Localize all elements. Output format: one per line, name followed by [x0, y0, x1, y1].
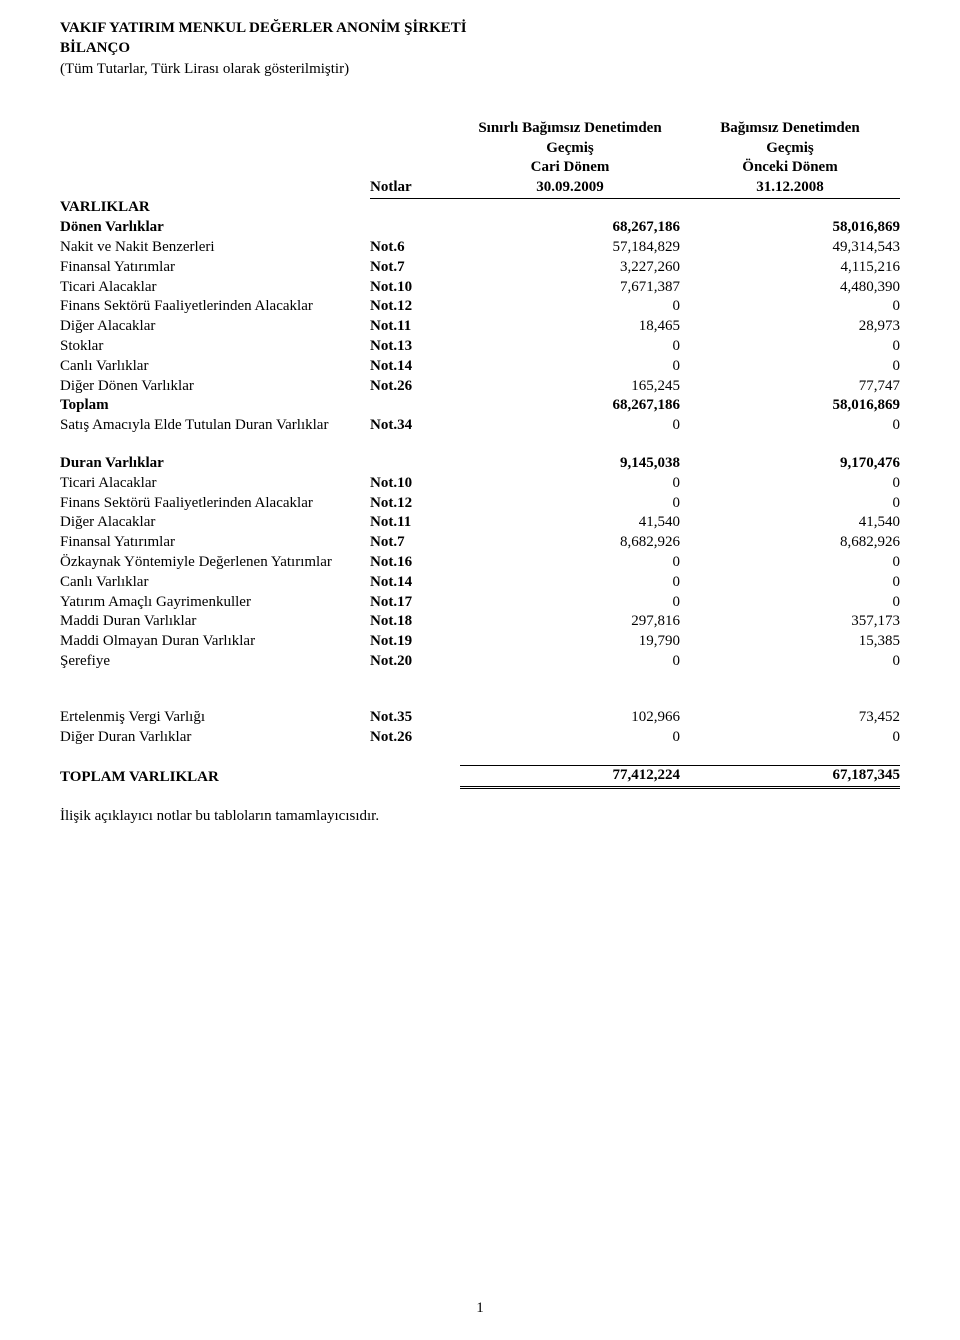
spacer	[60, 436, 900, 454]
header-row-2: Geçmiş Geçmiş	[60, 139, 900, 159]
currency-note: (Tüm Tutarlar, Türk Lirası olarak göster…	[60, 59, 900, 79]
col1-header-l1: Sınırlı Bağımsız Denetimden	[460, 119, 680, 139]
table-row: Diğer AlacaklarNot.1141,54041,540	[60, 513, 900, 533]
duran-varliklar-header: Duran Varlıklar 9,145,038 9,170,476	[60, 454, 900, 474]
table-row: Finans Sektörü Faaliyetlerinden Alacakla…	[60, 297, 900, 317]
spacer	[60, 747, 900, 766]
col2-header-l3: Önceki Dönem	[680, 158, 900, 178]
col1-header-l4: 30.09.2009	[460, 178, 680, 198]
header-row-1: Sınırlı Bağımsız Denetimden Bağımsız Den…	[60, 119, 900, 139]
page-number: 1	[0, 1300, 960, 1317]
table-row: Diğer Duran VarlıklarNot.2600	[60, 728, 900, 748]
balance-sheet-page: VAKIF YATIRIM MENKUL DEĞERLER ANONİM ŞİR…	[0, 0, 960, 827]
donen-v1: 68,267,186	[460, 218, 680, 238]
donen-title: Dönen Varlıklar	[60, 218, 370, 238]
col2-header-l2: Geçmiş	[680, 139, 900, 159]
table-row: Ertelenmiş Vergi VarlığıNot.35102,96673,…	[60, 708, 900, 728]
donen-toplam: Toplam 68,267,186 58,016,869	[60, 396, 900, 416]
table-row: StoklarNot.1300	[60, 337, 900, 357]
table-row: Nakit ve Nakit BenzerleriNot.657,184,829…	[60, 238, 900, 258]
table-row: Finans Sektörü Faaliyetlerinden Alacakla…	[60, 494, 900, 514]
header-row-3: Cari Dönem Önceki Dönem	[60, 158, 900, 178]
table-row: Ticari AlacaklarNot.1000	[60, 474, 900, 494]
balance-sheet-table: Sınırlı Bağımsız Denetimden Bağımsız Den…	[60, 119, 900, 827]
table-row: Maddi Duran VarlıklarNot.18297,816357,17…	[60, 612, 900, 632]
table-row: ŞerefiyeNot.2000	[60, 652, 900, 672]
donen-v2: 58,016,869	[680, 218, 900, 238]
col1-header-l2: Geçmiş	[460, 139, 680, 159]
table-row: Canlı VarlıklarNot.1400	[60, 357, 900, 377]
spacer	[60, 672, 900, 708]
notes-header: Notlar	[370, 178, 460, 198]
table-row: Ticari AlacaklarNot.107,671,3874,480,390	[60, 278, 900, 298]
table-row: Yatırım Amaçlı GayrimenkullerNot.1700	[60, 593, 900, 613]
donen-varliklar-header: Dönen Varlıklar 68,267,186 58,016,869	[60, 218, 900, 238]
footnote: İlişik açıklayıcı notlar bu tabloların t…	[60, 807, 900, 827]
spacer	[60, 789, 900, 807]
table-row: Finansal YatırımlarNot.73,227,2604,115,2…	[60, 258, 900, 278]
col2-header-l4: 31.12.2008	[680, 178, 900, 198]
table-row: Maddi Olmayan Duran VarlıklarNot.1919,79…	[60, 632, 900, 652]
table-row: Canlı VarlıklarNot.1400	[60, 573, 900, 593]
table-row: Finansal YatırımlarNot.78,682,9268,682,9…	[60, 533, 900, 553]
section-label: VARLIKLAR	[60, 198, 370, 218]
title-block: VAKIF YATIRIM MENKUL DEĞERLER ANONİM ŞİR…	[60, 18, 900, 79]
col2-header-l1: Bağımsız Denetimden	[680, 119, 900, 139]
table-row: Satış Amacıyla Elde Tutulan Duran Varlık…	[60, 416, 900, 436]
header-row-4: Notlar 30.09.2009 31.12.2008	[60, 178, 900, 198]
report-title: BİLANÇO	[60, 38, 900, 58]
toplam-varliklar: TOPLAM VARLIKLAR 77,412,224 67,187,345	[60, 766, 900, 788]
table-row: Diğer Dönen VarlıklarNot.26165,24577,747	[60, 377, 900, 397]
company-name: VAKIF YATIRIM MENKUL DEĞERLER ANONİM ŞİR…	[60, 18, 900, 38]
table-row: Diğer AlacaklarNot.1118,46528,973	[60, 317, 900, 337]
col1-header-l3: Cari Dönem	[460, 158, 680, 178]
footnote-row: İlişik açıklayıcı notlar bu tabloların t…	[60, 807, 900, 827]
section-varliklar: VARLIKLAR	[60, 198, 900, 218]
table-row: Özkaynak Yöntemiyle Değerlenen Yatırımla…	[60, 553, 900, 573]
